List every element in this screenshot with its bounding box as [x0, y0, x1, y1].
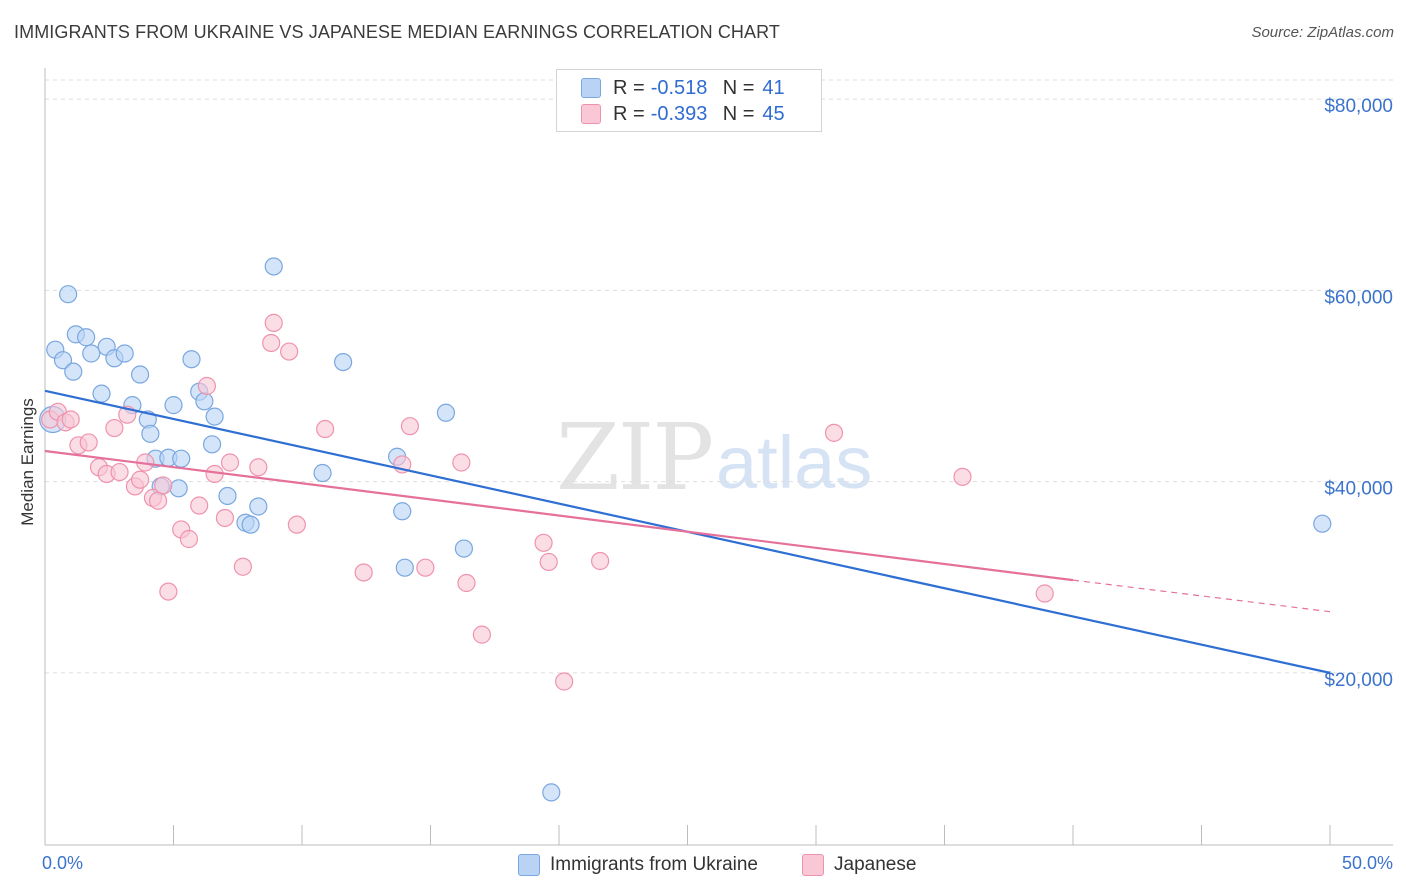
ukraine-point	[169, 479, 188, 498]
x-tick-label: 50.0%	[1342, 853, 1393, 873]
ukraine-point	[313, 463, 332, 483]
bottom-legend-ukraine[interactable]: Immigrants from Ukraine	[518, 852, 758, 878]
japanese-point	[824, 423, 844, 442]
stats-legend: R = -0.518 N = 41 R = -0.393 N = 45	[556, 69, 822, 132]
japanese-point	[61, 410, 80, 429]
japanese-point	[105, 418, 124, 438]
japanese-point	[220, 453, 240, 472]
japanese-point	[287, 515, 306, 534]
bottom-legend-blue-icon	[518, 854, 540, 876]
japanese-point	[233, 557, 252, 576]
japanese-point	[400, 417, 420, 436]
japanese-point	[197, 376, 217, 396]
ukraine-point	[92, 384, 111, 403]
japanese-point	[262, 333, 281, 353]
ukraine-point	[64, 362, 83, 381]
ukraine-point	[141, 424, 160, 443]
ukraine-point	[264, 257, 283, 276]
japanese-point	[539, 552, 558, 572]
ukraine-point	[334, 352, 353, 372]
y-tick-label: $80,000	[1324, 96, 1393, 117]
japanese-point	[215, 508, 234, 528]
legend-swatch-pink-icon	[581, 104, 601, 124]
ukraine-point	[182, 350, 201, 369]
japanese-point	[264, 313, 283, 332]
ukraine-point	[542, 783, 561, 802]
ukraine-point	[53, 351, 73, 370]
y-axis-label: Median Earnings	[18, 398, 37, 526]
japanese-point	[953, 467, 972, 486]
japanese-point	[280, 342, 299, 361]
legend-n-value: 45	[762, 102, 785, 125]
legend-r-label: R =	[613, 102, 645, 125]
source-credit: Source: ZipAtlas.com	[1251, 24, 1394, 41]
ukraine-point	[202, 435, 222, 454]
japanese-point	[154, 476, 173, 495]
japanese-point	[130, 470, 150, 489]
japanese-point	[179, 529, 199, 549]
ukraine-point	[82, 344, 101, 363]
japanese-point	[534, 533, 553, 552]
ukraine-point	[172, 449, 191, 468]
japanese-point	[1035, 584, 1054, 603]
legend-n-value: 41	[762, 76, 785, 99]
y-tick-label: $20,000	[1324, 670, 1393, 691]
japanese-point	[148, 491, 168, 510]
ukraine-point	[395, 558, 414, 577]
legend-row-japanese: R = -0.393 N = 45	[581, 102, 785, 126]
ukraine-point	[77, 328, 96, 347]
x-tick-label: 0.0%	[42, 853, 83, 873]
y-tick-label: $60,000	[1324, 287, 1393, 308]
bottom-legend-label: Japanese	[834, 854, 917, 875]
japanese-point	[159, 582, 178, 601]
legend-n-label: N =	[722, 102, 755, 125]
japanese-point	[354, 563, 373, 582]
ukraine-point	[249, 497, 268, 516]
japanese-point	[472, 625, 491, 644]
legend-swatch-blue-icon	[581, 78, 601, 98]
legend-r-value: -0.518	[650, 76, 708, 99]
ukraine-point	[436, 403, 456, 422]
japanese-point	[452, 453, 471, 472]
legend-r-value: -0.393	[650, 102, 708, 125]
chart-title: IMMIGRANTS FROM UKRAINE VS JAPANESE MEDI…	[14, 22, 780, 42]
ukraine-point	[241, 515, 260, 534]
japanese-point	[110, 462, 129, 482]
bottom-legend-label: Immigrants from Ukraine	[550, 854, 758, 875]
watermark-atlas: atlas	[716, 421, 873, 504]
ukraine-point	[454, 539, 474, 558]
watermark-zip: ZIP	[556, 404, 714, 511]
japanese-point	[416, 558, 435, 577]
japanese-point	[591, 551, 610, 571]
ukraine-point	[205, 407, 224, 426]
japanese-point	[316, 419, 335, 439]
bottom-legend-pink-icon	[802, 854, 824, 876]
ukraine-point	[115, 344, 134, 363]
japanese-point	[249, 458, 268, 477]
ukraine-point	[59, 285, 78, 304]
y-tick-label: $40,000	[1324, 479, 1393, 500]
ukraine-point	[393, 502, 412, 521]
bottom-legend-japanese[interactable]: Japanese	[802, 852, 916, 878]
ukraine-point	[218, 486, 237, 506]
japanese-trend-extension	[1072, 579, 1331, 613]
japanese-trend-line	[44, 449, 1074, 582]
legend-n-label: N =	[722, 76, 755, 99]
ukraine-point	[195, 392, 214, 411]
ukraine-point	[164, 396, 183, 415]
japanese-point	[190, 496, 209, 515]
japanese-point	[555, 672, 574, 691]
ukraine-point	[130, 365, 150, 384]
japanese-point	[79, 433, 98, 452]
ukraine-point	[1313, 514, 1332, 533]
legend-row-ukraine: R = -0.518 N = 41	[581, 76, 785, 100]
legend-r-label: R =	[613, 76, 645, 99]
japanese-point	[457, 573, 476, 593]
